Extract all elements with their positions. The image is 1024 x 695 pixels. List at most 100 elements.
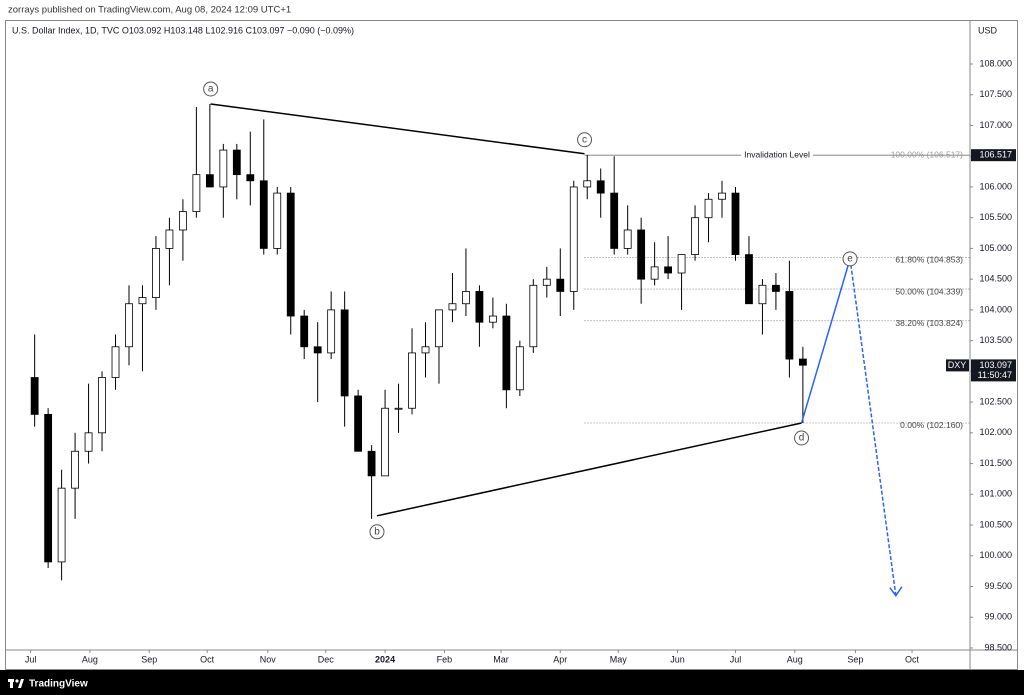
logo-mark <box>18 679 24 688</box>
candle-body <box>219 149 228 188</box>
wave-label: d <box>799 433 805 444</box>
candle-body <box>569 186 578 292</box>
logo-mark <box>15 679 19 683</box>
y-tick-label: 107.000 <box>979 120 1012 130</box>
y-tick-label: 100.500 <box>979 519 1012 529</box>
candle-body <box>232 149 241 176</box>
fib-label: 100.00% (106.517) <box>891 149 963 159</box>
y-tick-label: 101.000 <box>979 489 1012 499</box>
candle-body <box>44 413 53 563</box>
wave-label: e <box>847 254 853 265</box>
candle-body <box>798 358 807 366</box>
y-tick-label: 104.000 <box>979 304 1012 314</box>
logo <box>8 679 24 688</box>
x-tick-label: Mar <box>493 654 509 664</box>
candle-body <box>691 217 699 255</box>
y-tick-label: 104.500 <box>979 274 1012 284</box>
y-tick-label: 106.000 <box>979 181 1012 191</box>
x-tick-label: Nov <box>260 654 277 664</box>
arrow-head <box>889 586 903 598</box>
wave-marker <box>369 524 385 540</box>
candle-body <box>596 180 605 194</box>
publisher: zorrays published on TradingView.com, Au… <box>8 5 291 16</box>
candle-body <box>192 174 201 212</box>
candle-body <box>273 192 282 249</box>
last-price-box <box>971 359 1016 382</box>
candle-body <box>718 192 726 200</box>
candle-body <box>71 450 79 489</box>
y-tick-label: 107.500 <box>979 89 1012 99</box>
wave-marker <box>577 132 593 148</box>
candle-body <box>300 315 309 348</box>
y-tick-label: 100.000 <box>979 550 1012 560</box>
candle-body <box>785 291 794 360</box>
candle-body <box>623 229 632 249</box>
candle-body <box>408 352 416 409</box>
candle-body <box>286 192 295 317</box>
candle-body <box>57 487 66 563</box>
wave-marker <box>794 430 810 446</box>
candle-body <box>772 284 780 292</box>
x-tick-label: Aug <box>787 654 803 664</box>
candle-body <box>745 254 753 305</box>
symbol-box <box>946 359 969 372</box>
projection-line <box>800 258 851 424</box>
x-tick-label: Oct <box>200 654 215 664</box>
candle-body <box>758 284 767 305</box>
x-tick-label: Jun <box>670 654 685 664</box>
candle-body <box>583 180 592 188</box>
candle-body <box>125 303 133 348</box>
x-tick-label: 2024 <box>375 654 395 664</box>
symbol: DXY <box>948 360 967 370</box>
x-tick-label: Dec <box>318 654 335 664</box>
candle-body <box>152 248 160 298</box>
fib-label: 0.00% (102.160) <box>900 420 963 430</box>
y-tick-label: 101.500 <box>979 458 1012 468</box>
candle-body <box>327 309 336 354</box>
currency: USD <box>978 25 998 35</box>
y-tick-label: 102.000 <box>979 427 1012 437</box>
candle-body <box>488 315 497 323</box>
candle-body <box>205 174 214 188</box>
candle-body <box>259 180 268 249</box>
upper-trendline <box>210 103 585 155</box>
wave-marker <box>842 251 858 267</box>
wave-label: b <box>374 526 380 537</box>
fib-label: 61.80% (104.853) <box>895 255 963 265</box>
candle-body <box>462 291 470 305</box>
candle-body <box>98 377 106 434</box>
candle-body <box>165 229 174 249</box>
x-tick-label: May <box>610 654 628 664</box>
candle-body <box>179 211 187 231</box>
candle-body <box>313 346 322 354</box>
x-tick-label: Feb <box>437 654 453 664</box>
candle-body <box>111 346 120 378</box>
candle-body <box>731 192 740 255</box>
wave-label: c <box>582 134 587 145</box>
candle-body <box>664 266 673 274</box>
wave-label: a <box>208 84 214 95</box>
fib-label: 38.20% (103.824) <box>895 318 963 328</box>
frame <box>5 20 1018 670</box>
candle-body <box>556 278 565 292</box>
legend: U.S. Dollar Index, 1D, TVC O103.092 H103… <box>12 25 354 35</box>
candle-body <box>677 254 686 274</box>
candle-body <box>367 450 376 477</box>
y-tick-label: 105.500 <box>979 212 1012 222</box>
y-tick-label: 108.000 <box>979 58 1012 68</box>
lower-trendline <box>376 422 802 517</box>
y-tick-label: 102.500 <box>979 396 1012 406</box>
wave-marker <box>203 81 219 97</box>
candle-body <box>529 284 538 348</box>
candle-body <box>30 377 39 415</box>
candle-body <box>421 346 430 354</box>
y-tick-label: 105.000 <box>979 243 1012 253</box>
x-tick-label: Jul <box>25 654 37 664</box>
countdown: 11:50:47 <box>978 370 1012 380</box>
fib-label: 50.00% (104.339) <box>895 286 963 296</box>
candle-body <box>704 198 713 219</box>
footer-bar <box>0 670 1024 695</box>
